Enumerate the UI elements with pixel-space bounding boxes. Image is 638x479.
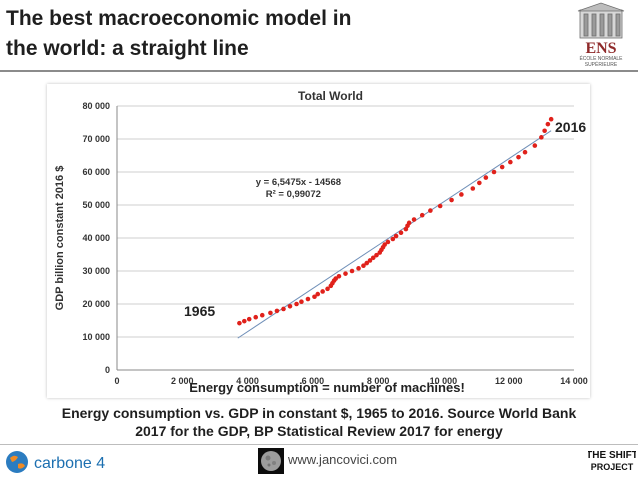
footer-rule	[0, 444, 638, 445]
ens-building-icon	[577, 2, 625, 39]
x-tick-label: 14 000	[560, 376, 588, 386]
data-point	[499, 164, 505, 170]
data-point	[246, 316, 252, 322]
data-point	[393, 233, 399, 239]
slide-title-line-2: the world: a straight line	[6, 37, 249, 60]
y-tick-label: 50 000	[82, 200, 110, 210]
data-point	[470, 186, 476, 191]
data-point	[361, 263, 366, 269]
annotation-1965: 1965	[184, 303, 216, 319]
data-point	[268, 310, 273, 316]
data-point	[398, 230, 404, 236]
shift-logo-line-1: THE SHIFT	[588, 450, 636, 461]
y-tick-label: 0	[105, 365, 110, 375]
x-tick-label: 8 000	[367, 376, 390, 386]
data-point	[516, 154, 521, 160]
data-point	[367, 258, 373, 263]
data-point	[374, 252, 379, 258]
y-tick-label: 60 000	[82, 167, 110, 177]
chart-frame: 0 2 000 4 000 6 000 8 000 10 000 12 000 14 000 0…	[47, 84, 590, 398]
x-tick-label: 10 000	[430, 376, 458, 386]
x-tick-label: 0	[114, 376, 119, 386]
data-point	[305, 296, 311, 302]
data-point	[259, 312, 265, 318]
annotation-2016: 2016	[555, 119, 587, 135]
data-point	[281, 306, 286, 312]
data-point	[508, 159, 513, 165]
data-point	[299, 299, 304, 304]
data-point	[237, 320, 242, 326]
y-tick-label: 10 000	[82, 332, 110, 342]
y-tick-label: 80 000	[82, 101, 110, 111]
data-point	[411, 217, 417, 222]
website-link[interactable]: www.jancovici.com	[288, 452, 398, 467]
data-point	[545, 121, 551, 127]
r-squared-label: R² = 0,99072	[266, 189, 321, 200]
ens-subtitle-2: SUPÉRIEURE	[585, 61, 618, 68]
chart-title: Total World	[298, 89, 363, 103]
data-point	[428, 208, 433, 213]
y-tick-label: 70 000	[82, 134, 110, 144]
shift-logo-line-2: PROJECT	[591, 462, 634, 472]
data-point	[312, 294, 317, 300]
moon-icon	[258, 448, 284, 474]
data-point	[253, 314, 259, 320]
data-point	[532, 143, 538, 148]
shift-project-logo: THE SHIFT PROJECT	[588, 450, 636, 472]
data-point	[437, 203, 443, 209]
x-tick-label: 6 000	[302, 376, 325, 386]
data-point	[406, 220, 412, 226]
y-tick-label: 30 000	[82, 266, 110, 276]
x-tick-label: 2 000	[171, 376, 194, 386]
scatter-chart: 0 2 000 4 000 6 000 8 000 10 000 12 000 14 000 0…	[54, 89, 588, 386]
data-point	[333, 276, 339, 281]
data-point	[539, 135, 544, 140]
slide-title-line-1: The best macroeconomic model in	[6, 7, 352, 30]
data-point	[287, 304, 293, 309]
data-point	[356, 266, 361, 271]
equation-label: y = 6,5475x - 14568	[256, 177, 341, 188]
slide-title: The best macroeconomic model in the worl…	[6, 4, 506, 64]
ens-logo: ENS ÉCOLE NORMALE SUPÉRIEURE	[577, 2, 625, 68]
figure-caption: Energy consumption vs. GDP in constant $…	[10, 404, 628, 440]
data-point	[325, 286, 330, 292]
data-point	[522, 149, 528, 155]
title-rule	[0, 70, 638, 72]
data-point	[336, 273, 342, 279]
ens-wordmark: ENS	[585, 40, 616, 57]
data-point	[385, 239, 391, 245]
y-tick-label: 20 000	[82, 299, 110, 309]
data-point	[390, 236, 396, 242]
data-point	[477, 180, 482, 186]
data-point	[242, 318, 247, 324]
y-tick-label: 40 000	[82, 233, 110, 243]
data-point	[315, 291, 321, 297]
caption-line-1: Energy consumption vs. GDP in constant $…	[61, 405, 577, 421]
caption-line-2: 2017 for the GDP, BP Statistical Review …	[135, 423, 503, 439]
data-point	[449, 197, 454, 203]
data-point	[459, 192, 464, 197]
earth-icon	[6, 451, 28, 473]
data-point	[294, 301, 299, 307]
x-tick-label: 12 000	[495, 376, 523, 386]
data-point	[382, 242, 387, 247]
y-axis-label: GDP billion constant 2016 $	[54, 166, 66, 311]
data-point	[548, 116, 554, 122]
data-point	[274, 308, 280, 314]
ens-subtitle-1: ÉCOLE NORMALE	[579, 55, 623, 62]
carbone4-logo: carbone 4	[6, 451, 105, 473]
data-point	[320, 289, 325, 294]
data-point	[370, 255, 376, 261]
data-point	[483, 175, 489, 180]
data-point	[419, 212, 425, 218]
data-point	[349, 268, 355, 274]
data-point	[343, 271, 348, 276]
data-point	[491, 169, 497, 175]
data-point	[364, 260, 370, 266]
carbone4-wordmark: carbone 4	[34, 455, 105, 472]
data-point	[542, 128, 547, 134]
x-tick-label: 4 000	[236, 376, 259, 386]
energy-note: Energy consumption = number of machines!	[189, 380, 465, 395]
